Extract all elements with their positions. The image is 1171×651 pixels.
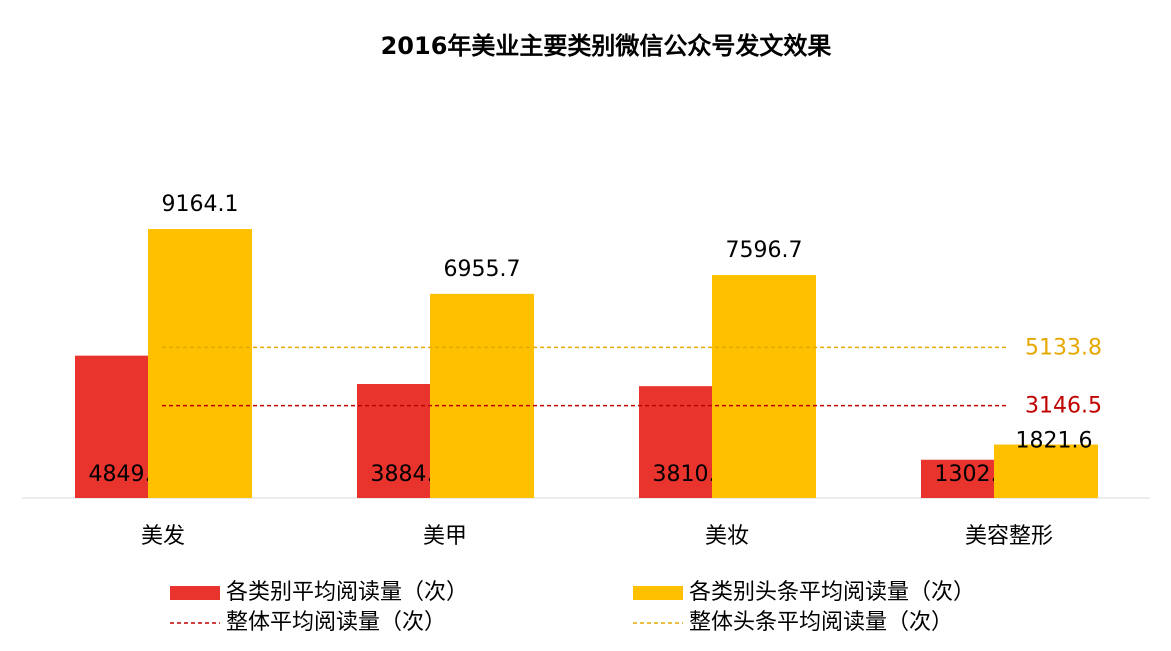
bar xyxy=(994,444,1098,498)
value-label: 1821.6 xyxy=(1016,429,1093,454)
bar xyxy=(921,459,994,498)
x-tick-label: 美发 xyxy=(141,524,185,549)
bar xyxy=(75,355,148,498)
bar xyxy=(639,386,712,498)
chart-title: 2016年美业主要类别微信公众号发文效果 xyxy=(381,32,832,60)
bar xyxy=(712,275,816,498)
bar xyxy=(357,384,430,498)
reference-label: 3146.5 xyxy=(1025,394,1102,419)
legend-label: 各类别头条平均阅读量（次） xyxy=(689,580,975,605)
legend-label: 整体平均阅读量（次） xyxy=(226,610,446,635)
value-label: 6955.7 xyxy=(444,257,521,282)
x-tick-label: 美容整形 xyxy=(965,524,1053,549)
x-tick-label: 美妆 xyxy=(705,524,749,549)
bar xyxy=(430,293,534,498)
bar xyxy=(148,229,252,498)
value-label: 7596.7 xyxy=(726,238,803,263)
x-tick-label: 美甲 xyxy=(423,524,467,549)
legend-label: 整体头条平均阅读量（次） xyxy=(689,610,953,635)
reference-label: 5133.8 xyxy=(1025,335,1102,360)
legend-label: 各类别平均阅读量（次） xyxy=(226,580,468,605)
legend-swatch xyxy=(170,586,220,600)
value-label: 9164.1 xyxy=(162,192,239,217)
legend-swatch xyxy=(633,586,683,600)
